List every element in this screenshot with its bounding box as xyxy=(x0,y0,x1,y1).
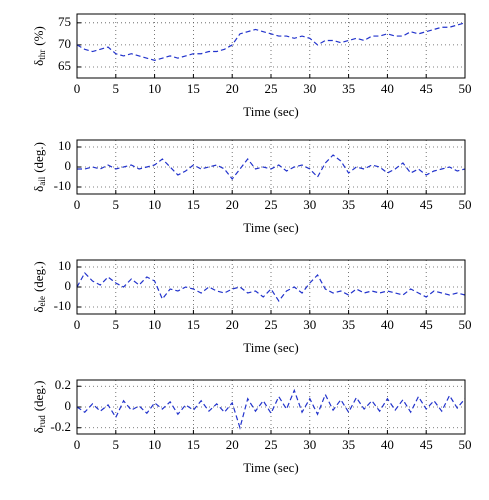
y-tick-label: 75 xyxy=(58,14,71,29)
x-tick-label: 0 xyxy=(74,437,81,452)
x-tick-label: 30 xyxy=(303,437,316,452)
data-line xyxy=(76,388,466,430)
axes-frame xyxy=(76,13,466,79)
y-label-subscript: ele xyxy=(37,296,47,307)
y-axis-label: δail (deg.) xyxy=(31,142,47,192)
y-tick-label: -10 xyxy=(54,298,71,313)
y-label-unit: (%) xyxy=(31,26,46,46)
axes-frame xyxy=(76,139,466,195)
x-tick-label: 20 xyxy=(226,437,239,452)
data-line xyxy=(76,272,466,303)
data-line xyxy=(76,22,466,61)
x-tick-label: 35 xyxy=(342,81,355,96)
x-tick-label: 10 xyxy=(148,197,161,212)
y-tick-label: 0.2 xyxy=(55,377,71,392)
axes-frame xyxy=(76,259,466,315)
x-tick-label: 5 xyxy=(113,81,120,96)
x-tick-label: 20 xyxy=(226,81,239,96)
x-tick-label: 10 xyxy=(148,437,161,452)
y-label-symbol: δ xyxy=(31,186,46,192)
x-tick-label: 25 xyxy=(265,81,278,96)
x-tick-label: 50 xyxy=(459,81,472,96)
x-tick-label: 10 xyxy=(148,317,161,332)
y-tick-label: 65 xyxy=(58,58,71,73)
y-tick-label: 0 xyxy=(65,398,72,413)
x-tick-label: 30 xyxy=(303,81,316,96)
x-tick-label: 0 xyxy=(74,317,81,332)
x-axis-label: Time (sec) xyxy=(243,340,299,355)
y-axis-label: δele (deg.) xyxy=(31,261,47,312)
x-tick-label: 10 xyxy=(148,81,161,96)
x-tick-label: 25 xyxy=(265,437,278,452)
x-tick-label: 30 xyxy=(303,317,316,332)
y-label-unit: (deg.) xyxy=(31,261,46,292)
y-tick-label: 10 xyxy=(58,138,71,153)
x-tick-label: 35 xyxy=(342,317,355,332)
x-tick-label: 0 xyxy=(74,197,81,212)
y-tick-label: 0 xyxy=(65,158,72,173)
x-tick-label: 40 xyxy=(381,437,394,452)
x-tick-label: 35 xyxy=(342,197,355,212)
y-tick-label: 0 xyxy=(65,278,72,293)
x-tick-label: 45 xyxy=(420,317,433,332)
x-tick-label: 45 xyxy=(420,81,433,96)
y-label-subscript: ail xyxy=(37,176,47,185)
y-tick-label: -0.2 xyxy=(50,419,71,434)
y-label-unit: (deg.) xyxy=(31,142,46,173)
x-tick-label: 25 xyxy=(265,197,278,212)
x-tick-label: 45 xyxy=(420,437,433,452)
x-tick-label: 40 xyxy=(381,317,394,332)
x-axis-label: Time (sec) xyxy=(243,460,299,475)
y-axis-label: δthr (%) xyxy=(31,26,47,66)
x-tick-label: 15 xyxy=(187,317,200,332)
x-tick-label: 5 xyxy=(113,197,120,212)
y-label-symbol: δ xyxy=(31,307,46,313)
x-tick-label: 50 xyxy=(459,197,472,212)
x-tick-label: 5 xyxy=(113,437,120,452)
y-label-subscript: thr xyxy=(37,50,47,60)
x-tick-label: 45 xyxy=(420,197,433,212)
data-line xyxy=(77,154,466,180)
x-tick-label: 20 xyxy=(226,197,239,212)
x-tick-label: 35 xyxy=(342,437,355,452)
y-label-subscript: rud xyxy=(37,415,47,427)
y-tick-label: 70 xyxy=(58,36,71,51)
x-tick-label: 30 xyxy=(303,197,316,212)
y-label-symbol: δ xyxy=(31,427,46,433)
x-tick-label: 50 xyxy=(459,437,472,452)
x-tick-label: 15 xyxy=(187,81,200,96)
x-tick-label: 15 xyxy=(187,437,200,452)
x-axis-label: Time (sec) xyxy=(243,220,299,235)
y-tick-label: 10 xyxy=(58,258,71,273)
y-label-symbol: δ xyxy=(31,60,46,66)
x-axis-label: Time (sec) xyxy=(243,104,299,119)
y-tick-label: -10 xyxy=(54,178,71,193)
x-tick-label: 25 xyxy=(265,317,278,332)
x-tick-label: 40 xyxy=(381,81,394,96)
axes-frame xyxy=(76,379,466,435)
x-tick-label: 0 xyxy=(74,81,81,96)
x-tick-label: 40 xyxy=(381,197,394,212)
x-tick-label: 5 xyxy=(113,317,120,332)
x-tick-label: 50 xyxy=(459,317,472,332)
x-tick-label: 15 xyxy=(187,197,200,212)
y-label-unit: (deg.) xyxy=(31,381,46,412)
y-axis-label: δrud (deg.) xyxy=(31,381,47,434)
x-tick-label: 20 xyxy=(226,317,239,332)
